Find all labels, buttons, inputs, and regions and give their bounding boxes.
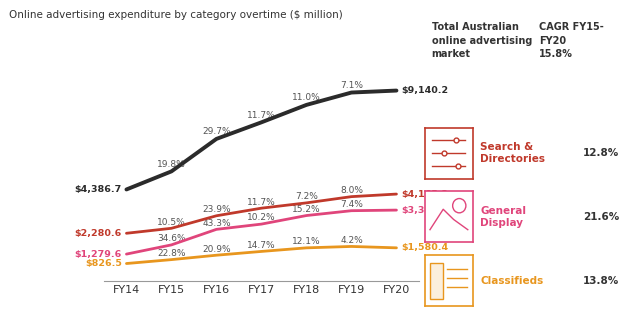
Bar xyxy=(430,263,444,299)
Text: 13.8%: 13.8% xyxy=(583,276,619,286)
Bar xyxy=(430,263,444,299)
Text: General
Display: General Display xyxy=(480,206,526,228)
Text: 12.1%: 12.1% xyxy=(292,237,321,246)
Text: 7.2%: 7.2% xyxy=(295,192,318,201)
Text: Online advertising expenditure by category overtime ($ million): Online advertising expenditure by catego… xyxy=(9,10,343,19)
Text: Search &
Directories: Search & Directories xyxy=(480,142,545,164)
Text: 34.6%: 34.6% xyxy=(157,234,186,243)
Text: 22.8%: 22.8% xyxy=(158,249,186,258)
Text: 29.7%: 29.7% xyxy=(202,127,231,136)
Text: $2,280.6: $2,280.6 xyxy=(75,229,122,238)
Text: 11.0%: 11.0% xyxy=(292,93,321,102)
Text: $1,580.4: $1,580.4 xyxy=(401,243,448,252)
Text: $826.5: $826.5 xyxy=(85,259,122,268)
Text: 7.1%: 7.1% xyxy=(340,81,363,90)
Text: 43.3%: 43.3% xyxy=(202,219,231,228)
Text: 10.2%: 10.2% xyxy=(247,213,276,222)
Text: Classifieds: Classifieds xyxy=(480,276,543,286)
Text: $3,394.6: $3,394.6 xyxy=(401,206,448,215)
Text: $1,279.6: $1,279.6 xyxy=(75,249,122,259)
Text: $4,165.2: $4,165.2 xyxy=(401,189,448,198)
Text: $9,140.2: $9,140.2 xyxy=(401,86,448,95)
Text: CAGR FY15-
FY20
15.8%: CAGR FY15- FY20 15.8% xyxy=(539,22,604,59)
Text: 8.0%: 8.0% xyxy=(340,186,363,195)
Text: 15.2%: 15.2% xyxy=(292,205,321,214)
Text: 10.5%: 10.5% xyxy=(157,218,186,226)
Text: Total Australian
online advertising
market: Total Australian online advertising mark… xyxy=(432,22,532,59)
Text: 20.9%: 20.9% xyxy=(202,245,231,254)
Text: 23.9%: 23.9% xyxy=(202,205,231,214)
Text: 19.8%: 19.8% xyxy=(157,160,186,169)
Text: 21.6%: 21.6% xyxy=(583,212,619,222)
Text: 14.7%: 14.7% xyxy=(247,241,276,250)
Text: 12.8%: 12.8% xyxy=(583,148,619,158)
Text: 7.4%: 7.4% xyxy=(340,200,363,209)
Text: $4,386.7: $4,386.7 xyxy=(75,185,122,194)
Text: 11.7%: 11.7% xyxy=(247,111,276,120)
Text: 11.7%: 11.7% xyxy=(247,197,276,206)
Text: 4.2%: 4.2% xyxy=(340,236,363,245)
